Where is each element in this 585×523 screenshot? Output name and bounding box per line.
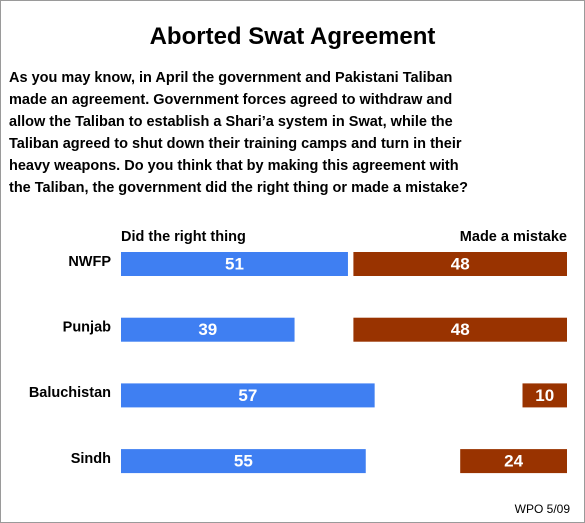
bar <box>460 449 567 474</box>
category-label: NWFP <box>68 254 111 270</box>
question-line: allow the Taliban to establish a Shari’a… <box>9 114 453 130</box>
bar <box>121 252 348 276</box>
category-label: Sindh <box>71 451 111 467</box>
value-label: 48 <box>451 254 470 273</box>
bar <box>121 449 366 474</box>
question-line: the Taliban, the government did the righ… <box>9 180 468 196</box>
legend-label: Did the right thing <box>121 229 246 245</box>
value-label: 51 <box>225 254 244 273</box>
value-label: 48 <box>451 320 470 339</box>
value-label: 57 <box>238 386 257 405</box>
question-line: As you may know, in April the government… <box>9 70 453 86</box>
question-line: made an agreement. Government forces agr… <box>9 92 453 108</box>
value-label: 55 <box>234 452 253 471</box>
bar <box>353 252 567 276</box>
value-label: 10 <box>535 386 554 405</box>
category-label: Baluchistan <box>29 385 111 401</box>
source: WPO 5/09 <box>514 502 570 516</box>
bar <box>353 317 567 342</box>
value-label: 39 <box>198 320 217 339</box>
question-line: Taliban agreed to shut down their traini… <box>9 136 462 152</box>
question: As you may know, in April the government… <box>9 67 581 199</box>
chart-title: Aborted Swat Agreement <box>149 23 436 50</box>
legend-label: Made a mistake <box>460 229 567 245</box>
value-label: 24 <box>504 452 523 471</box>
question-line: heavy weapons. Do you think that by maki… <box>9 158 459 174</box>
bar <box>121 383 375 408</box>
category-label: Punjab <box>63 320 111 336</box>
bar <box>121 317 295 342</box>
bar <box>522 383 567 408</box>
